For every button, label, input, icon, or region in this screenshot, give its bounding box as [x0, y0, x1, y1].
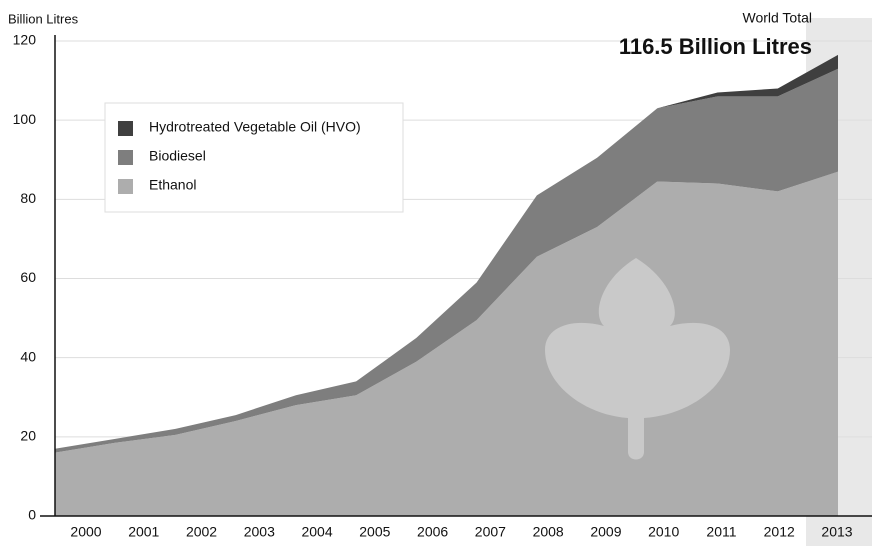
x-tick-label: 2005 [359, 524, 390, 540]
y-axis-label: Billion Litres [8, 11, 79, 26]
y-tick-label: 0 [28, 507, 36, 523]
x-tick-label: 2004 [301, 524, 332, 540]
x-tick-label: 2009 [590, 524, 621, 540]
y-tick-label: 40 [20, 348, 36, 364]
legend: Hydrotreated Vegetable Oil (HVO) Biodiese… [118, 119, 361, 194]
legend-label: Biodiesel [149, 148, 206, 164]
leaf-icon [545, 258, 730, 460]
x-tick-label: 2010 [648, 524, 679, 540]
legend-swatch [118, 121, 133, 136]
x-tick-label: 2013 [821, 524, 852, 540]
y-tick-label: 60 [20, 269, 36, 285]
y-tick-label: 80 [20, 190, 36, 206]
y-tick-label: 120 [13, 32, 37, 48]
annotation-value: 116.5 Billion Litres [619, 34, 812, 59]
x-tick-label: 2011 [706, 524, 736, 540]
x-tick-label: 2006 [417, 524, 448, 540]
y-tick-label: 20 [20, 428, 36, 444]
x-tick-label: 2001 [128, 524, 159, 540]
legend-label: Ethanol [149, 177, 196, 193]
area [55, 68, 838, 453]
x-tick-label: 2000 [70, 524, 101, 540]
legend-swatch [118, 179, 133, 194]
annotation-label: World Total [742, 10, 812, 26]
x-tick-label: 2002 [186, 524, 217, 540]
legend-swatch [118, 150, 133, 165]
x-tick-label: 2008 [533, 524, 564, 540]
x-tick-label: 2012 [764, 524, 795, 540]
legend-box [104, 102, 404, 213]
area [55, 54, 838, 449]
x-tick-label: 2003 [244, 524, 275, 540]
x-tick-label: 2007 [475, 524, 506, 540]
legend-label: Hydrotreated Vegetable Oil (HVO) [149, 119, 361, 135]
y-tick-label: 100 [13, 111, 37, 127]
